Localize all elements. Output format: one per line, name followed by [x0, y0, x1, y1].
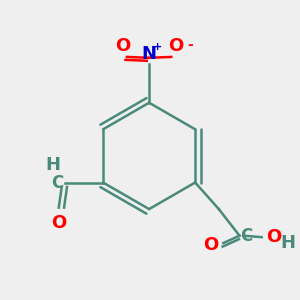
Text: O: O [168, 38, 183, 56]
Text: C: C [240, 227, 253, 245]
Text: O: O [51, 214, 66, 232]
Text: O: O [115, 38, 130, 56]
Text: +: + [153, 42, 162, 52]
Text: -: - [188, 38, 194, 52]
Text: O: O [266, 228, 281, 246]
Text: H: H [45, 156, 60, 174]
Text: H: H [281, 234, 296, 252]
Text: O: O [204, 236, 219, 253]
Text: N: N [142, 45, 157, 63]
Text: C: C [51, 173, 63, 191]
